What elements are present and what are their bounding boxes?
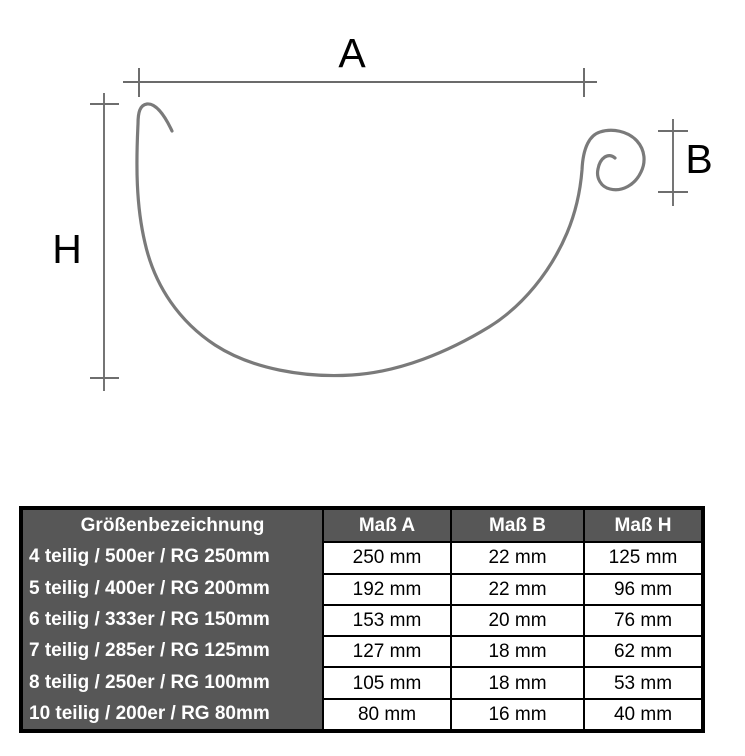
gutter-profile-curve	[135, 102, 646, 378]
cell-mass-b: 20 mm	[450, 603, 583, 636]
row-label: 5 teilig / 400er / RG 200mm	[23, 572, 322, 604]
dimension-a: A	[123, 30, 597, 97]
cell-mass-h: 96 mm	[583, 572, 701, 604]
row-label: 8 teilig / 250er / RG 100mm	[23, 666, 322, 698]
cell-mass-a: 105 mm	[322, 666, 450, 698]
col-header-h: Maß H	[583, 510, 701, 542]
cell-mass-a: 80 mm	[322, 697, 450, 729]
dimension-b: B	[658, 119, 713, 206]
cell-mass-h: 125 mm	[583, 541, 701, 573]
row-label: 7 teilig / 285er / RG 125mm	[23, 635, 322, 667]
cell-mass-a: 153 mm	[322, 603, 450, 636]
cell-mass-h: 40 mm	[583, 697, 701, 729]
dimension-h: H	[52, 93, 119, 391]
row-label: 10 teilig / 200er / RG 80mm	[23, 697, 322, 729]
col-header-a: Maß A	[322, 510, 450, 542]
cell-mass-h: 62 mm	[583, 635, 701, 667]
cell-mass-b: 22 mm	[450, 572, 583, 604]
dimension-h-label: H	[52, 226, 82, 272]
gutter-profile-diagram: A H B	[52, 30, 713, 391]
cell-mass-a: 192 mm	[322, 572, 450, 604]
cell-mass-b: 18 mm	[450, 666, 583, 698]
row-label: 4 teilig / 500er / RG 250mm	[23, 541, 322, 573]
size-table: Größenbezeichnung Maß A Maß B Maß H 4 te…	[19, 506, 705, 733]
cell-mass-b: 16 mm	[450, 697, 583, 729]
col-header-size: Größenbezeichnung	[23, 510, 322, 542]
col-header-b: Maß B	[450, 510, 583, 542]
cell-mass-a: 127 mm	[322, 635, 450, 667]
cell-mass-b: 22 mm	[450, 541, 583, 573]
cell-mass-h: 53 mm	[583, 666, 701, 698]
dimension-b-label: B	[685, 136, 712, 182]
cell-mass-a: 250 mm	[322, 541, 450, 573]
cell-mass-b: 18 mm	[450, 635, 583, 667]
row-label: 6 teilig / 333er / RG 150mm	[23, 603, 322, 636]
cell-mass-h: 76 mm	[583, 603, 701, 636]
dimension-a-label: A	[338, 30, 366, 76]
